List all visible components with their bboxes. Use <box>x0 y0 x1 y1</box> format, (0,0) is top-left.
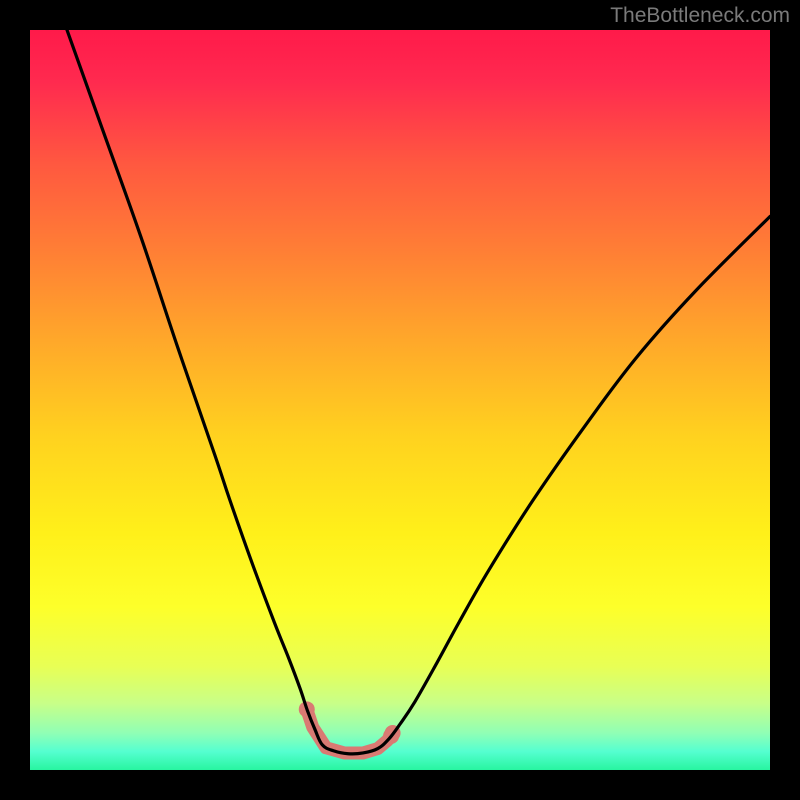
watermark-text: TheBottleneck.com <box>610 4 790 28</box>
plot-area <box>30 30 770 770</box>
chart-container: TheBottleneck.com <box>0 0 800 800</box>
chart-svg <box>0 0 800 800</box>
